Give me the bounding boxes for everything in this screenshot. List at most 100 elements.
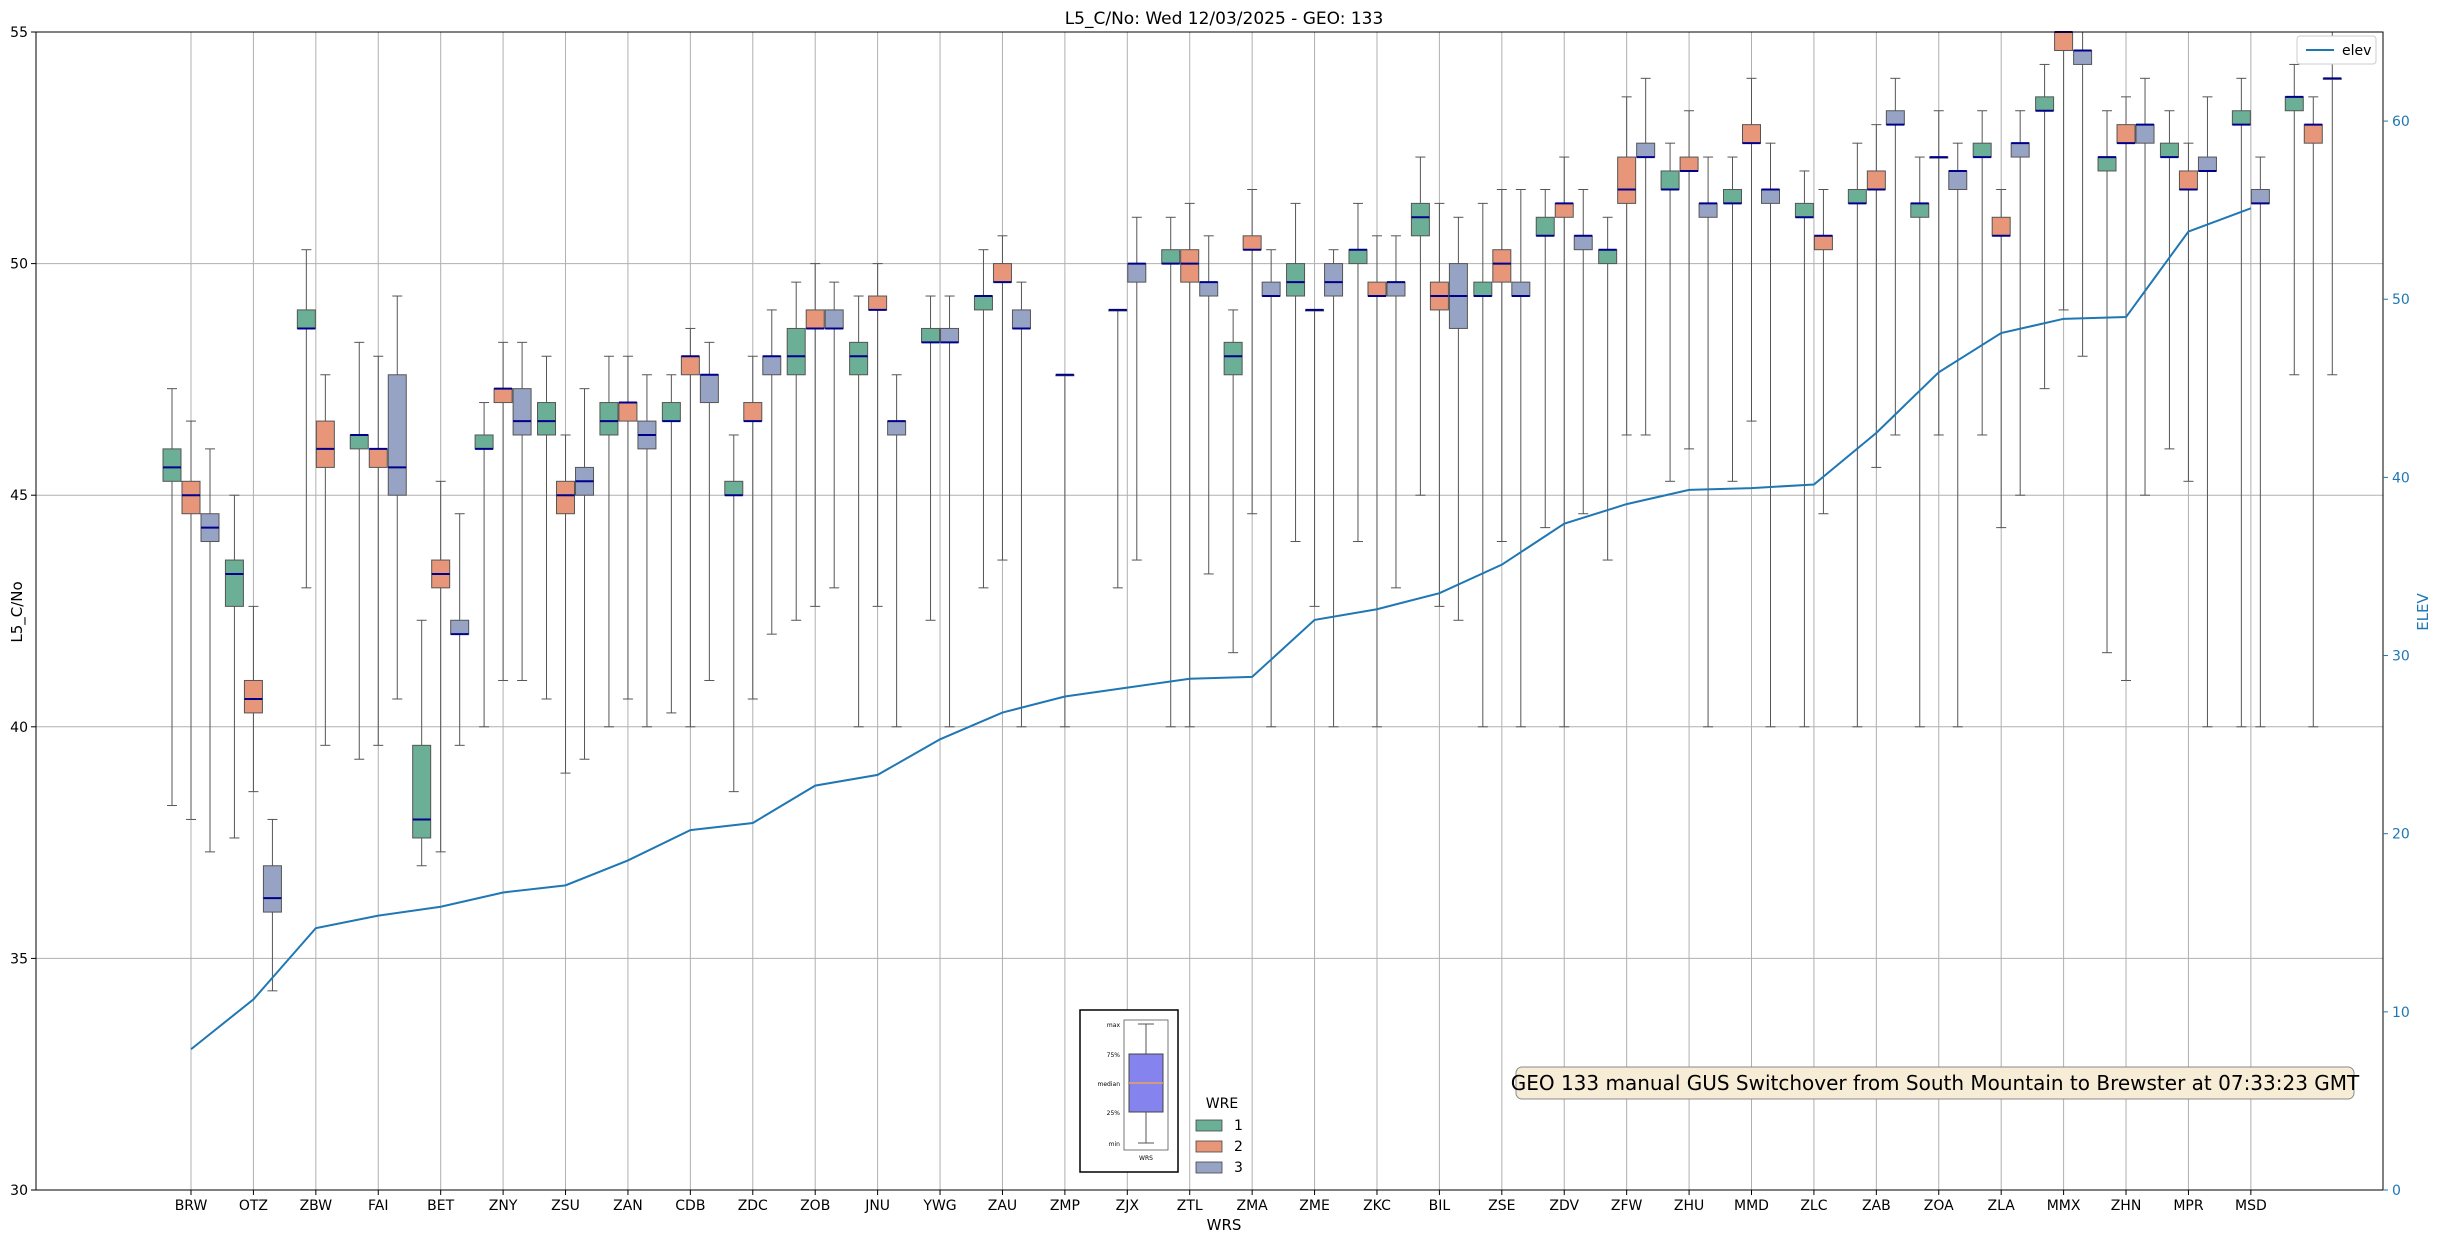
box-wre-1 xyxy=(849,341,869,376)
x-tick-label: ZDC xyxy=(738,1198,768,1214)
wre-legend-label-1: 1 xyxy=(1234,1118,1243,1134)
x-tick-label: CDB xyxy=(675,1198,705,1214)
boxplot-key-inset: max 75% median 25% min WRS xyxy=(1079,1009,1179,1173)
x-tick-label: ZAN xyxy=(613,1198,643,1214)
box-wre-3 xyxy=(1761,188,1780,204)
box-wre-3 xyxy=(1511,281,1531,297)
inset-label-q1: 25% xyxy=(1107,1110,1121,1117)
box-wre-3 xyxy=(2250,188,2270,204)
box-wre-2 xyxy=(1813,235,1833,251)
x-tick-label: OTZ xyxy=(239,1198,268,1214)
box-wre-2 xyxy=(2178,170,2198,190)
box-wre-2 xyxy=(1617,156,1637,204)
box-wre-3 xyxy=(1324,263,1344,297)
box-wre-3 xyxy=(1261,281,1281,297)
box-wre-1 xyxy=(661,402,681,422)
box-wre-3 xyxy=(699,374,719,404)
box-wre-2 xyxy=(1367,281,1387,297)
elev-legend-label: elev xyxy=(2342,43,2371,59)
box-wre-1 xyxy=(2159,142,2179,158)
box-wre-1 xyxy=(1847,188,1867,204)
x-axis-label: WRS xyxy=(1207,1216,1242,1234)
box-wre-3 xyxy=(262,865,282,913)
box-wre-1 xyxy=(1972,142,1992,158)
box-wre-2 xyxy=(1866,170,1886,190)
box-wre-2 xyxy=(556,480,576,515)
x-tick-label: ZLC xyxy=(1800,1198,1827,1214)
box-wre-1 xyxy=(1286,263,1306,297)
y2-tick-label: 20 xyxy=(2392,827,2410,843)
x-tick-label: FAI xyxy=(368,1198,388,1214)
box-wre-1 xyxy=(724,480,744,496)
box-wre-3 xyxy=(887,420,907,436)
box-wre-1 xyxy=(1910,202,1930,218)
box-wre-3 xyxy=(1948,170,1968,190)
box-wre-1 xyxy=(1723,188,1742,204)
elev-line xyxy=(190,207,2252,1051)
box-wre-2 xyxy=(181,480,201,515)
x-tick-label: ZKC xyxy=(1363,1198,1391,1214)
box-wre-3 xyxy=(1199,281,1219,297)
box-wre-2 xyxy=(368,448,388,468)
y-tick-label: 35 xyxy=(10,951,28,967)
elev-series xyxy=(190,207,2252,1051)
box-wre-2 xyxy=(2303,124,2323,144)
y2-tick-label: 50 xyxy=(2392,292,2410,308)
box-wre-3 xyxy=(1386,281,1406,297)
box-wre-1 xyxy=(537,402,557,436)
box-wre-2 xyxy=(1742,124,1761,144)
box-wre-1 xyxy=(1660,170,1680,190)
box-wre-1 xyxy=(1410,202,1430,237)
y-tick-label: 50 xyxy=(10,257,28,273)
x-tick-label: BET xyxy=(427,1198,454,1214)
box-wre-3 xyxy=(2010,142,2030,158)
x-tick-label: ZMP xyxy=(1050,1198,1080,1214)
box-wre-1 xyxy=(1348,249,1368,265)
box-wre-1 xyxy=(412,744,432,839)
annotation-text: GEO 133 manual GUS Switchover from South… xyxy=(1511,1071,2360,1095)
box-wre-3 xyxy=(1573,235,1593,251)
y2-tick-label: 0 xyxy=(2392,1183,2401,1199)
box-wre-2 xyxy=(1180,249,1200,283)
box-wre-1 xyxy=(2097,156,2117,172)
annotation-box xyxy=(1515,1066,2355,1100)
box-wre-2 xyxy=(743,402,763,422)
box-wre-1 xyxy=(1223,341,1243,376)
wre-legend-swatch-3 xyxy=(1195,1161,1223,1174)
x-tick-label: ZMA xyxy=(1237,1198,1269,1214)
y2-axis-label: ELEV xyxy=(2414,592,2432,630)
x-tick-label: ZDV xyxy=(1549,1198,1579,1214)
box-wre-3 xyxy=(1127,263,1147,283)
box-wre-1 xyxy=(2284,96,2304,112)
box-wre-3 xyxy=(762,355,782,376)
x-tick-label: YWG xyxy=(922,1198,956,1214)
y2-tick-label: 30 xyxy=(2392,649,2410,665)
box-wre-2 xyxy=(680,355,700,376)
box-wre-1 xyxy=(786,327,806,376)
box-wre-2 xyxy=(1554,202,1574,218)
wre-legend-swatch-2 xyxy=(1195,1140,1223,1153)
y-axis-ticks: 30 35 40 45 50 55 xyxy=(10,25,36,1199)
box-wre-1 xyxy=(474,434,494,450)
wre-legend-title: WRE xyxy=(1206,1096,1238,1112)
box-wre-1 xyxy=(1598,249,1618,265)
box-wre-3 xyxy=(450,619,470,635)
box-wre-1 xyxy=(162,448,182,482)
wre-legend-label-2: 2 xyxy=(1234,1139,1243,1155)
box-wre-1 xyxy=(1794,202,1814,218)
x-tick-label: ZFW xyxy=(1611,1198,1643,1214)
box-wre-3 xyxy=(512,388,532,436)
box-wre-2 xyxy=(618,402,638,422)
y-axis-label: L5_C/No xyxy=(8,581,27,642)
y-tick-label: 45 xyxy=(10,488,28,504)
box-wre-3 xyxy=(1636,142,1656,158)
box-wre-2 xyxy=(2116,124,2136,144)
x-tick-label: ZTL xyxy=(1177,1198,1203,1214)
x-tick-label: ZNY xyxy=(489,1198,518,1214)
x-tick-label: ZHU xyxy=(1674,1198,1704,1214)
box-wre-2 xyxy=(1679,156,1699,172)
box-wre-1 xyxy=(296,309,316,329)
box-wre-3 xyxy=(1011,309,1031,329)
